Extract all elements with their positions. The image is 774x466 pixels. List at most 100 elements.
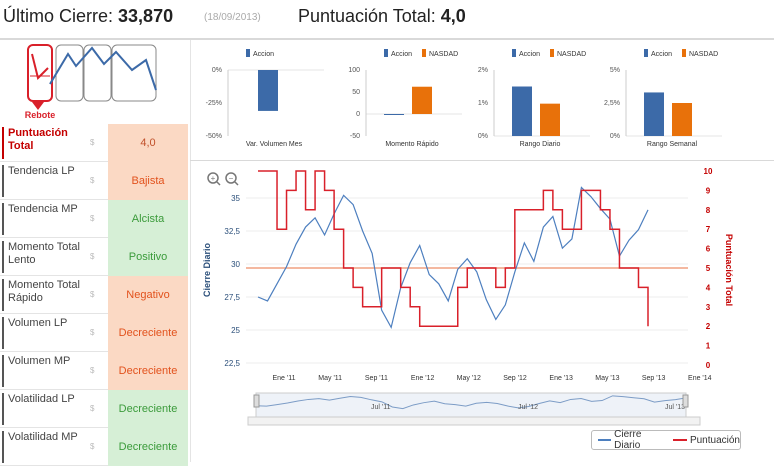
mini-chart-weekly-range: Accion NASDAD 5% 2,5% 0% Rango Semanal [594,44,736,152]
svg-text:+: + [211,174,216,183]
header-bar: Último Cierre: 33,870 (18/09/2013) Puntu… [0,0,774,38]
indicator-row: Momento Total Rápido $ Negativo [0,276,188,314]
mini-tick-label: 5% [610,67,620,74]
mini-bar [512,86,532,136]
zoom-in-icon[interactable]: + [207,172,221,186]
indicator-value: Decreciente [108,352,188,390]
navigator-handle-right[interactable] [682,394,689,408]
mini-tick-label: 2% [478,67,488,74]
indicator-value: Decreciente [108,314,188,352]
mini-tick-label: -50% [206,133,222,140]
right-tick-label: 3 [706,303,711,312]
logo-blue-line [49,46,157,91]
left-tick-label: 22,5 [224,359,240,368]
mini-chart-daily-range: Accion NASDAD 2% 1% 0% Rango Diario [462,44,604,152]
mini-legend-item: Accion [512,49,540,58]
logo-label: Rebote [25,110,56,120]
rebote-logo: Rebote [0,40,188,122]
navigator-scrollbar[interactable] [247,416,701,426]
mini-legend-label: Accion [651,51,672,58]
indicator-label: Tendencia MP [2,203,86,235]
mini-chart-title: Var. Volumen Mes [246,141,303,148]
indicator-label: Tendencia LP [2,165,86,197]
dollar-icon: $ [90,138,95,147]
mini-chart-title: Rango Diario [520,141,561,148]
series-line-score [258,170,649,327]
right-tick-label: 9 [706,186,711,195]
mini-legend-item: Accion [246,49,274,58]
indicator-row: Volatilidad MP $ Decreciente [0,428,188,466]
mini-legend-item: NASDAD [422,49,458,58]
dollar-icon: $ [90,366,95,375]
logo-frame-4 [111,44,157,102]
logo-frame-1 [27,44,53,102]
x-tick-label: Sep '13 [642,375,666,382]
legend-item-close[interactable]: Cierre Diario [598,429,667,451]
right-tick-label: 1 [706,342,711,351]
mini-tick-label: 1% [478,100,488,107]
dollar-icon: $ [90,442,95,451]
navigator-tick-label: Jul '12 [518,404,538,411]
mini-chart-momentum: Accion NASDAD 100 50 0 -50 Momento Rápido [334,44,476,152]
last-close: Último Cierre: 33,870 [3,6,174,26]
last-close-value: 33,870 [118,6,174,26]
mini-chart-title: Momento Rápido [385,141,438,148]
right-tick-label: 0 [706,361,711,370]
zoom-out-icon[interactable]: − [225,172,239,186]
series-line-close [257,186,649,330]
left-axis-title: Cierre Diario [202,242,212,297]
navigator-series [255,395,687,410]
indicator-row: Momento Total Lento $ Positivo [0,238,188,276]
left-tick-label: 32,5 [224,227,240,236]
x-tick-label: May '12 [457,375,481,382]
indicator-label: Momento Total Rápido [2,279,86,311]
charts-divider [190,160,774,161]
mini-legend-label: NASDAD [689,51,718,58]
mini-tick-label: 0% [478,133,488,140]
x-tick-label: Sep '11 [365,375,388,382]
right-tick-label: 5 [706,264,711,273]
mini-tick-label: 0% [610,133,620,140]
logo-frame-2 [55,44,84,102]
indicator-value: Negativo [108,276,188,314]
mini-tick-label: -25% [206,100,222,107]
mini-legend-label: Accion [391,51,412,58]
legend-item-score[interactable]: Puntuación [672,435,740,446]
main-legend[interactable]: Cierre Diario Puntuación [591,429,741,451]
indicator-value: 4,0 [108,124,188,162]
x-tick-label: Sep '12 [503,375,527,382]
indicator-label: Momento Total Lento [2,241,86,273]
total-score: Puntuación Total: 4,0 [298,6,466,26]
mini-bar [412,86,432,114]
indicator-label: Volatilidad MP [2,431,86,463]
navigator-handle-left[interactable] [253,394,260,408]
indicator-label: Volumen LP [2,317,86,349]
mini-legend-label: Accion [519,51,540,58]
mini-tick-label: 0% [212,67,222,74]
indicator-label: Volatilidad LP [2,393,86,425]
left-tick-label: 35 [231,194,240,203]
right-tick-label: 8 [706,206,711,215]
indicator-row: Tendencia LP $ Bajista [0,162,188,200]
mini-chart-title: Rango Semanal [647,141,698,148]
mini-chart-volume: Accion 0% -25% -50% Var. Volumen Mes [196,44,338,152]
panel-divider [190,40,191,462]
mini-legend-label: NASDAD [557,51,586,58]
navigator-tick-label: Jul '11 [371,404,391,411]
right-tick-label: 7 [706,225,711,234]
left-tick-label: 30 [231,260,240,269]
logo-pointer [32,102,44,110]
mini-tick-label: 2,5% [604,100,620,107]
right-tick-label: 10 [704,167,713,176]
dollar-icon: $ [90,290,95,299]
last-close-date: (18/09/2013) [204,12,261,23]
indicator-row: Puntuación Total $4,0 [0,124,188,162]
range-navigator[interactable]: Jul '11 Jul '12 Jul '13 [247,392,701,426]
indicator-value: Decreciente [108,428,188,466]
navigator-tick-label: Jul '13 [665,404,685,411]
indicator-value: Positivo [108,238,188,276]
right-axis-title: Puntuación Total [724,234,734,306]
right-tick-label: 6 [706,245,711,254]
x-tick-label: May '13 [595,375,619,382]
